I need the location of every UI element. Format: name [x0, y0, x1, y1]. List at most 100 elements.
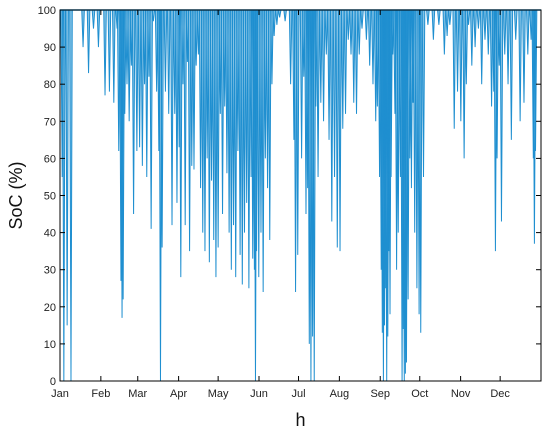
series-point	[247, 9, 251, 289]
series-point	[332, 9, 337, 177]
series-point	[295, 9, 300, 255]
series-point	[107, 9, 112, 92]
series-point	[367, 9, 372, 66]
series-point	[502, 9, 507, 55]
series-point	[338, 9, 342, 252]
x-tick-label: Jun	[250, 388, 268, 400]
y-tick-label: 100	[38, 5, 56, 17]
series-point	[442, 9, 447, 55]
series-point	[343, 9, 348, 114]
series-point	[86, 9, 91, 74]
series-point	[506, 9, 510, 85]
y-tick-label: 70	[44, 116, 56, 128]
series-point	[509, 9, 514, 140]
series-point	[455, 9, 460, 92]
series-point	[288, 9, 293, 85]
y-tick-label: 40	[44, 228, 56, 240]
series-point	[476, 9, 481, 29]
series-point	[319, 9, 323, 103]
series-point	[183, 9, 187, 226]
series-point	[462, 9, 466, 159]
series-point	[127, 9, 131, 122]
series-point	[299, 9, 304, 159]
x-tick-label: Apr	[170, 388, 187, 400]
x-axis-label: h	[295, 410, 305, 430]
series-point	[479, 9, 484, 85]
series-point	[431, 9, 436, 40]
series-point	[448, 9, 452, 25]
series-point	[473, 9, 477, 48]
series-point	[518, 9, 522, 122]
series-point	[489, 9, 494, 107]
series-point	[170, 9, 174, 226]
series-point	[242, 9, 247, 233]
series-point	[256, 9, 261, 278]
series-point	[112, 9, 116, 103]
x-tick-label: Mar	[128, 388, 147, 400]
series-point	[121, 9, 125, 300]
series-point	[135, 9, 139, 151]
series-point	[283, 9, 287, 22]
series-point	[324, 9, 329, 55]
series-point	[364, 9, 369, 40]
y-tick-label: 80	[44, 79, 56, 91]
series-point	[513, 9, 518, 40]
y-tick-label: 30	[44, 265, 56, 277]
series-point	[371, 9, 375, 85]
series-point	[179, 9, 183, 278]
series-point	[194, 9, 198, 66]
series-point	[354, 9, 359, 114]
series-point	[261, 9, 265, 292]
series-point	[122, 9, 127, 114]
series-point	[466, 9, 471, 25]
series-point	[267, 9, 272, 241]
series-point	[192, 9, 196, 170]
series-point	[445, 9, 449, 36]
y-tick-label: 60	[44, 153, 56, 165]
series-point	[421, 9, 426, 177]
series-point	[65, 9, 69, 326]
series-point	[437, 9, 441, 25]
x-tick-label: Sep	[370, 388, 390, 400]
series-point	[459, 9, 463, 122]
series-point	[349, 9, 353, 55]
series-point	[144, 9, 149, 177]
x-axis-ticks: Jan Feb Mar Apr May Jun Jul Aug Sep Oct Nov Dec	[51, 10, 510, 400]
series-point	[69, 9, 73, 382]
x-tick-label: Jul	[291, 388, 305, 400]
series-point	[330, 9, 334, 222]
y-tick-label: 90	[44, 42, 56, 54]
y-tick-label: 50	[44, 191, 56, 203]
series-point	[131, 9, 136, 215]
series-point	[522, 9, 526, 103]
series-point	[316, 9, 320, 177]
series-point	[426, 9, 430, 25]
series-point	[81, 9, 85, 48]
y-axis-label: SoC (%)	[6, 161, 26, 229]
x-tick-label: Oct	[411, 388, 428, 400]
series-point	[327, 9, 331, 140]
y-tick-label: 10	[44, 339, 56, 351]
series-point	[175, 9, 179, 203]
series-point	[160, 9, 164, 248]
series-point	[203, 9, 207, 252]
soc-series	[60, 9, 541, 382]
x-tick-label: May	[208, 388, 229, 400]
series-point	[321, 9, 326, 122]
series-point	[96, 9, 101, 48]
x-tick-label: Aug	[330, 388, 350, 400]
series-point	[526, 9, 530, 55]
series-point	[229, 9, 234, 270]
series-point	[346, 9, 351, 40]
series-point	[396, 9, 401, 233]
series-point	[214, 9, 218, 278]
x-tick-label: Dec	[490, 388, 510, 400]
series-point	[335, 9, 340, 248]
series-point	[418, 9, 423, 333]
series-point	[495, 9, 499, 159]
series-point	[389, 9, 393, 177]
series-point	[163, 9, 168, 92]
y-tick-label: 0	[50, 376, 56, 388]
series-point	[275, 9, 279, 25]
